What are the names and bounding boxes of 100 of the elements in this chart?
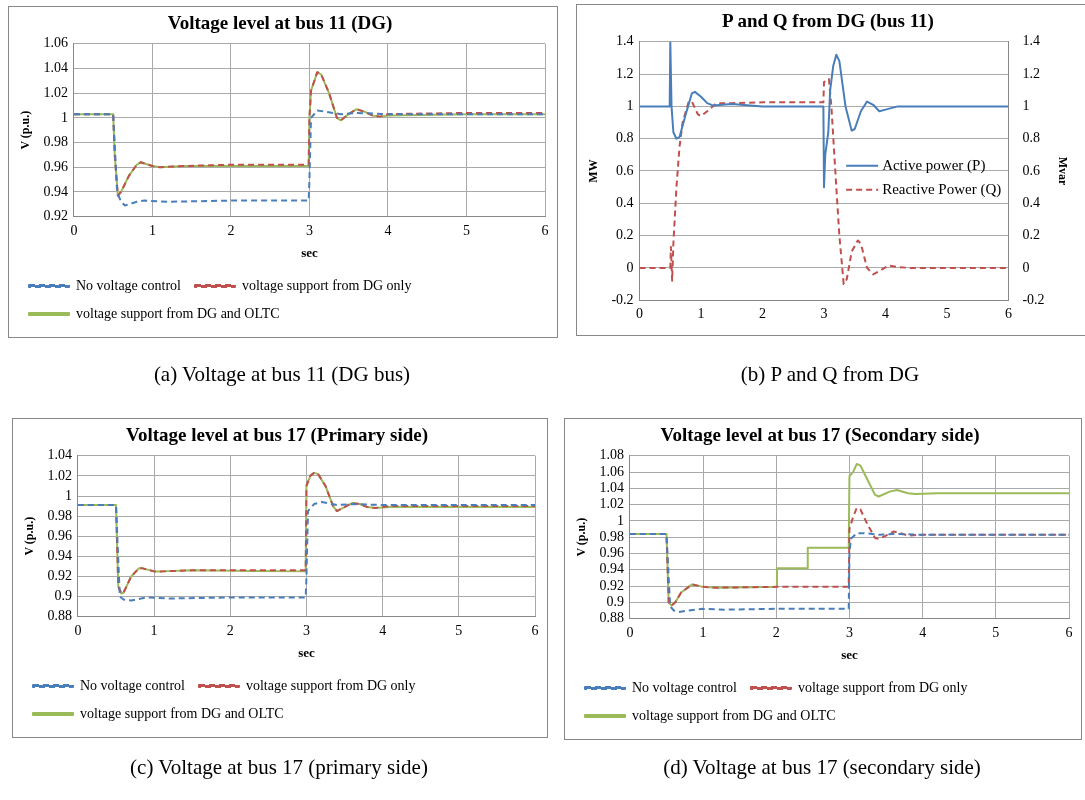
y-tick-label: 0.98	[599, 528, 624, 544]
y2-tick-label: -0.2	[1022, 291, 1045, 307]
x-tick-label: 5	[455, 622, 463, 638]
x-tick-label: 4	[379, 622, 387, 638]
line-series	[77, 501, 535, 602]
y2-tick-label: 0.2	[1022, 227, 1040, 243]
chart-title: P and Q from DG (bus 11)	[722, 10, 934, 33]
y-axis-title: V (p.u.)	[18, 110, 33, 150]
y-axis-title: V (p.u.)	[574, 517, 589, 557]
x-tick-label: 6	[531, 622, 539, 638]
y2-tick-label: 1.2	[1022, 65, 1040, 81]
y-tick-label: 1.04	[43, 60, 68, 76]
x-tick-label: 6	[1065, 624, 1073, 640]
line-series	[73, 109, 545, 207]
legend-label: voltage support from DG and OLTC	[76, 305, 280, 321]
y-tick-label: 0.94	[47, 547, 72, 563]
y-tick-label: 1	[626, 98, 634, 114]
y-tick-label: 0.9	[54, 588, 72, 604]
y-tick-label: 1	[64, 487, 72, 503]
y-axis-title: MW	[586, 159, 601, 183]
y-tick-label: 0.96	[43, 158, 68, 174]
y-tick-label: 1	[60, 109, 68, 125]
x-tick-label: 3	[845, 624, 853, 640]
line-series	[629, 532, 1069, 614]
x-tick-label: 6	[541, 222, 549, 238]
legend-label: voltage support from DG and OLTC	[632, 707, 836, 723]
y-tick-label: 1.04	[47, 447, 72, 463]
x-tick-label: 2	[772, 624, 780, 640]
chart-title: Voltage level at bus 17 (Secondary side)	[660, 424, 980, 447]
x-axis-title: sec	[298, 644, 315, 660]
y-tick-label: 1.02	[599, 496, 624, 512]
x-tick-label: 1	[148, 222, 156, 238]
y2-tick-label: 1	[1022, 98, 1030, 114]
y-tick-label: 0.6	[616, 162, 634, 178]
text: (b) P and Q from DG	[739, 362, 921, 387]
x-tick-label: 0	[636, 306, 644, 322]
y-tick-label: 0.98	[43, 134, 68, 150]
y-tick-label: 1.2	[616, 65, 634, 81]
y-tick-label: 0	[626, 259, 634, 275]
y-tick-label: 1.06	[43, 35, 68, 51]
y-tick-label: 0.98	[47, 507, 72, 523]
x-tick-label: 6	[1004, 306, 1012, 322]
x-tick-label: 1	[150, 622, 158, 638]
y-tick-label: 0.88	[599, 610, 624, 626]
chart-title: Voltage level at bus 11 (DG)	[167, 12, 393, 35]
legend-label: No voltage control	[76, 277, 182, 293]
y-axis-title: V (p.u.)	[22, 516, 37, 556]
x-tick-label: 4	[384, 222, 392, 238]
x-tick-label: 0	[74, 622, 82, 638]
y2-tick-label: 0.8	[1022, 130, 1040, 146]
y2-tick-label: 1.4	[1022, 33, 1040, 49]
y-tick-label: 1.08	[599, 447, 624, 463]
chart-title: Voltage level at bus 17 (Primary side)	[125, 424, 429, 447]
y2-axis-title: Mvar	[1055, 156, 1070, 186]
y-tick-label: 0.4	[616, 194, 634, 210]
x-axis-title: sec	[841, 646, 858, 662]
y-tick-label: 0.92	[43, 208, 68, 224]
legend-label: Active power (P)	[882, 156, 986, 174]
y-tick-label: 1	[616, 512, 624, 528]
y2-tick-label: 0	[1022, 259, 1030, 275]
y-tick-label: 0.96	[599, 545, 624, 561]
y-tick-label: -0.2	[611, 291, 634, 307]
x-tick-label: 1	[697, 306, 705, 322]
y-tick-label: 0.96	[47, 527, 72, 543]
y2-tick-label: 0.4	[1022, 194, 1040, 210]
x-tick-label: 1	[699, 624, 707, 640]
y-tick-label: 1.06	[599, 463, 624, 479]
y-tick-label: 1.04	[599, 480, 624, 496]
x-tick-label: 2	[227, 222, 235, 238]
y-tick-label: 0.88	[47, 608, 72, 624]
x-tick-label: 2	[759, 306, 767, 322]
x-tick-label: 5	[992, 624, 1000, 640]
y-tick-label: 0.9	[606, 593, 624, 609]
legend-label: voltage support from DG only	[241, 277, 412, 293]
y-tick-label: 1.4	[616, 33, 634, 49]
line-series	[639, 77, 1009, 286]
x-tick-label: 5	[943, 306, 951, 322]
text: (d) Voltage at bus 17 (secondary side)	[662, 755, 982, 780]
x-axis-title: sec	[301, 244, 318, 260]
x-tick-label: 3	[302, 622, 310, 638]
y-tick-label: 0.92	[599, 577, 624, 593]
x-tick-label: 4	[919, 624, 927, 640]
y-tick-label: 0.94	[43, 183, 68, 199]
legend-label: voltage support from DG only	[797, 679, 968, 695]
legend-label: voltage support from DG and OLTC	[80, 705, 284, 721]
legend-label: Reactive Power (Q)	[882, 180, 1002, 198]
y-tick-label: 0.94	[599, 561, 624, 577]
y-tick-label: 1.02	[47, 467, 72, 483]
text: (c) Voltage at bus 17 (primary side)	[129, 755, 429, 780]
y-tick-label: 0.2	[616, 227, 634, 243]
x-tick-label: 2	[226, 622, 234, 638]
x-tick-label: 3	[305, 222, 313, 238]
y2-tick-label: 0.6	[1022, 162, 1040, 178]
x-tick-label: 5	[462, 222, 470, 238]
legend-label: No voltage control	[80, 677, 186, 693]
x-tick-label: 4	[881, 306, 889, 322]
y-tick-label: 1.02	[43, 84, 68, 100]
text: (a) Voltage at bus 11 (DG bus)	[152, 362, 412, 387]
y-tick-label: 0.8	[616, 130, 634, 146]
legend-label: No voltage control	[632, 679, 738, 695]
